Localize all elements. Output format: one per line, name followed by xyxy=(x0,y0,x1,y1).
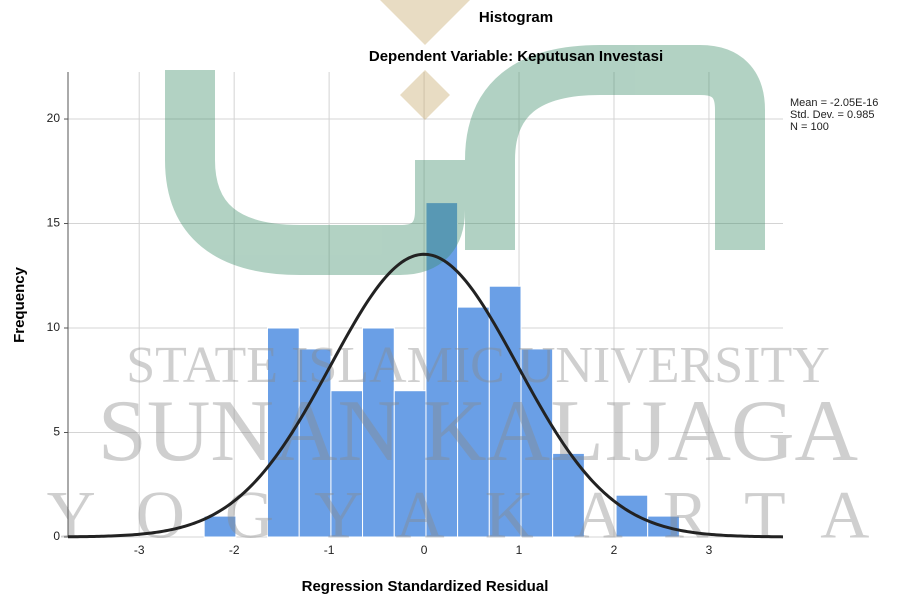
y-tick-label: 15 xyxy=(47,216,61,230)
bar xyxy=(488,285,522,538)
stat-annotation: N = 100 xyxy=(790,121,829,133)
y-tick-label: 20 xyxy=(47,111,61,125)
watermark: STATE ISLAMIC UNIVERSITY SUNAN KALIJAGA … xyxy=(47,0,899,553)
watermark-text: SUNAN KALIJAGA xyxy=(98,383,858,480)
logo-diamond xyxy=(380,0,470,45)
axes: 0 5 10 15 20 -3 -2 -1 0 1 2 3 xyxy=(47,72,713,557)
x-axis-label: Regression Standardized Residual xyxy=(302,578,549,595)
stat-annotation: Std. Dev. = 0.985 xyxy=(790,109,875,121)
logo-arc xyxy=(465,45,765,250)
x-tick-label: -2 xyxy=(229,543,240,557)
y-tick-label: 10 xyxy=(47,320,61,334)
bar xyxy=(266,327,300,538)
bar xyxy=(330,390,364,538)
x-tick-label: 3 xyxy=(706,543,713,557)
x-tick-label: -1 xyxy=(324,543,335,557)
chart-subtitle: Dependent Variable: Keputusan Investasi xyxy=(369,48,663,65)
x-tick-label: 0 xyxy=(421,543,428,557)
bar xyxy=(457,306,490,538)
x-tick-label: 1 xyxy=(516,543,523,557)
y-tick-label: 5 xyxy=(53,425,60,439)
bar xyxy=(393,390,427,538)
watermark-text: STATE ISLAMIC UNIVERSITY xyxy=(126,337,830,394)
normal-curve xyxy=(67,252,784,539)
bar xyxy=(615,494,649,538)
bar xyxy=(362,327,395,538)
watermark-text: YOGYAKARTA xyxy=(47,477,899,553)
chart-title: Histogram xyxy=(479,9,553,26)
bar xyxy=(203,515,237,538)
y-tick-label: 0 xyxy=(53,529,60,543)
logo-diamond xyxy=(400,70,450,120)
stat-annotation: Mean = -2.05E-16 xyxy=(790,97,878,109)
x-tick-label: -3 xyxy=(134,543,145,557)
y-axis-label: Frequency xyxy=(11,266,28,343)
logo-arc xyxy=(165,70,465,275)
x-tick-label: 2 xyxy=(611,543,618,557)
